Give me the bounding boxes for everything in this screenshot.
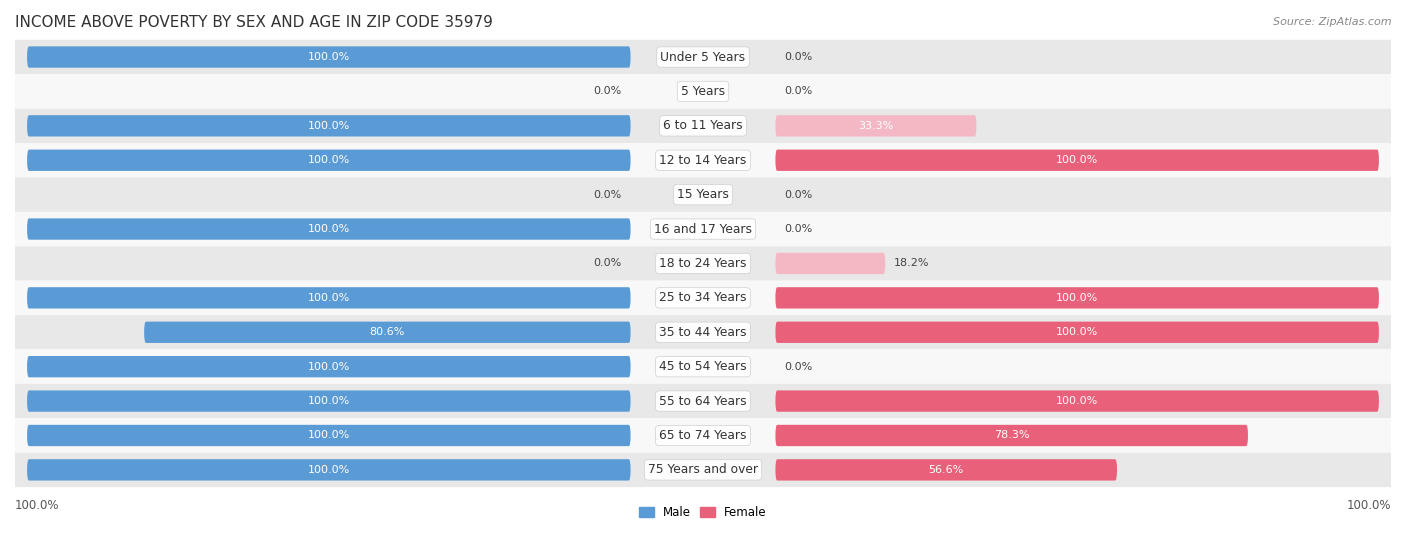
FancyBboxPatch shape [15,384,1391,418]
Legend: Male, Female: Male, Female [634,501,772,523]
FancyBboxPatch shape [27,356,630,377]
Text: 100.0%: 100.0% [1056,155,1098,165]
Text: 6 to 11 Years: 6 to 11 Years [664,119,742,132]
Text: 0.0%: 0.0% [785,52,813,62]
FancyBboxPatch shape [27,390,630,412]
FancyBboxPatch shape [776,425,1249,446]
Text: 45 to 54 Years: 45 to 54 Years [659,360,747,373]
FancyBboxPatch shape [145,321,630,343]
Text: Source: ZipAtlas.com: Source: ZipAtlas.com [1274,17,1392,27]
Text: 100.0%: 100.0% [308,465,350,475]
Text: INCOME ABOVE POVERTY BY SEX AND AGE IN ZIP CODE 35979: INCOME ABOVE POVERTY BY SEX AND AGE IN Z… [15,15,494,30]
FancyBboxPatch shape [15,143,1391,177]
FancyBboxPatch shape [15,281,1391,315]
Text: 33.3%: 33.3% [858,121,894,131]
Text: 100.0%: 100.0% [308,52,350,62]
Text: 100.0%: 100.0% [308,293,350,303]
FancyBboxPatch shape [776,321,1379,343]
Text: 16 and 17 Years: 16 and 17 Years [654,222,752,235]
Text: Under 5 Years: Under 5 Years [661,50,745,64]
FancyBboxPatch shape [776,287,1379,309]
Text: 100.0%: 100.0% [308,430,350,440]
Text: 100.0%: 100.0% [308,121,350,131]
Text: 78.3%: 78.3% [994,430,1029,440]
FancyBboxPatch shape [27,115,630,136]
FancyBboxPatch shape [15,40,1391,74]
FancyBboxPatch shape [776,253,886,274]
FancyBboxPatch shape [27,287,630,309]
FancyBboxPatch shape [15,247,1391,281]
Text: 18 to 24 Years: 18 to 24 Years [659,257,747,270]
FancyBboxPatch shape [15,453,1391,487]
Text: 65 to 74 Years: 65 to 74 Years [659,429,747,442]
Text: 100.0%: 100.0% [308,362,350,372]
Text: 5 Years: 5 Years [681,85,725,98]
FancyBboxPatch shape [27,46,630,68]
FancyBboxPatch shape [27,425,630,446]
FancyBboxPatch shape [776,150,1379,171]
FancyBboxPatch shape [27,219,630,240]
Text: 100.0%: 100.0% [308,224,350,234]
FancyBboxPatch shape [27,150,630,171]
FancyBboxPatch shape [776,390,1379,412]
FancyBboxPatch shape [15,349,1391,384]
Text: 0.0%: 0.0% [593,190,621,200]
Text: 0.0%: 0.0% [593,258,621,268]
Text: 56.6%: 56.6% [928,465,965,475]
Text: 18.2%: 18.2% [894,258,929,268]
Text: 100.0%: 100.0% [1056,327,1098,337]
FancyBboxPatch shape [15,74,1391,108]
Text: 0.0%: 0.0% [785,362,813,372]
Text: 0.0%: 0.0% [593,87,621,97]
FancyBboxPatch shape [776,115,976,136]
FancyBboxPatch shape [15,315,1391,349]
FancyBboxPatch shape [15,212,1391,247]
FancyBboxPatch shape [15,418,1391,453]
Text: 12 to 14 Years: 12 to 14 Years [659,154,747,167]
FancyBboxPatch shape [776,459,1116,481]
Text: 0.0%: 0.0% [785,190,813,200]
Text: 100.0%: 100.0% [308,396,350,406]
Text: 100.0%: 100.0% [15,499,59,512]
Text: 0.0%: 0.0% [785,87,813,97]
Text: 100.0%: 100.0% [1056,396,1098,406]
Text: 0.0%: 0.0% [785,224,813,234]
Text: 55 to 64 Years: 55 to 64 Years [659,395,747,408]
Text: 100.0%: 100.0% [308,155,350,165]
Text: 100.0%: 100.0% [1347,499,1391,512]
Text: 75 Years and over: 75 Years and over [648,463,758,476]
FancyBboxPatch shape [27,459,630,481]
Text: 15 Years: 15 Years [678,188,728,201]
FancyBboxPatch shape [15,177,1391,212]
Text: 35 to 44 Years: 35 to 44 Years [659,326,747,339]
Text: 80.6%: 80.6% [370,327,405,337]
FancyBboxPatch shape [15,108,1391,143]
Text: 25 to 34 Years: 25 to 34 Years [659,291,747,304]
Text: 100.0%: 100.0% [1056,293,1098,303]
